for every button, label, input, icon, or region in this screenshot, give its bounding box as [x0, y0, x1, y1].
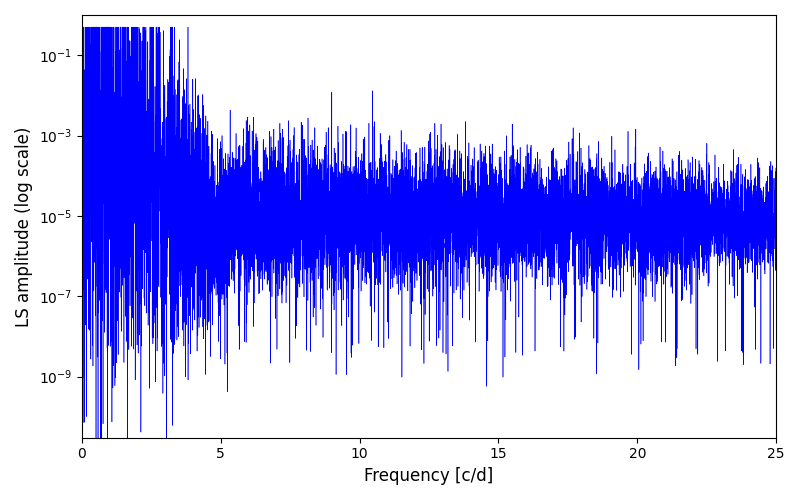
X-axis label: Frequency [c/d]: Frequency [c/d]	[364, 467, 494, 485]
Y-axis label: LS amplitude (log scale): LS amplitude (log scale)	[15, 126, 33, 326]
